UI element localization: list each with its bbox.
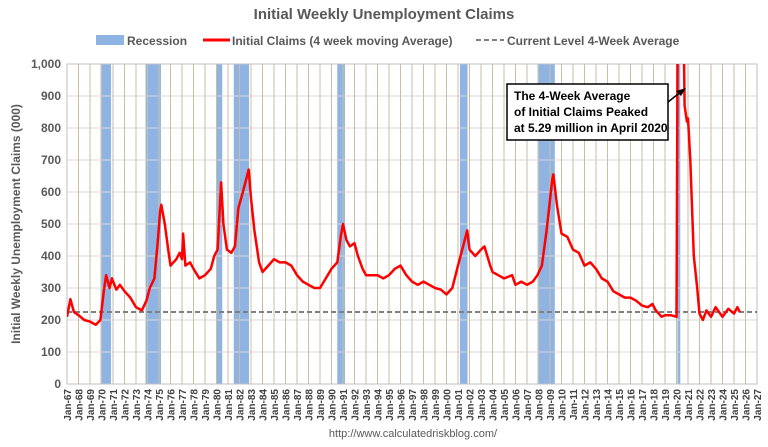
y-tick-label: 300	[41, 281, 61, 295]
y-tick-label: 900	[41, 89, 61, 103]
x-tick-label: Jan-95	[385, 389, 396, 421]
x-tick-label: Jan-96	[397, 389, 408, 421]
x-tick-label: Jan-06	[512, 389, 523, 421]
x-tick-label: Jan-11	[569, 389, 580, 421]
x-tick-label: Jan-77	[178, 389, 189, 421]
x-tick-label: Jan-07	[523, 389, 534, 421]
y-tick-label: 200	[41, 313, 61, 327]
x-tick-label: Jan-18	[650, 389, 661, 421]
x-tick-label: Jan-69	[86, 389, 97, 421]
y-tick-label: 600	[41, 185, 61, 199]
x-tick-label: Jan-88	[305, 389, 316, 421]
annotation-line-1: The 4-Week Average	[514, 89, 631, 103]
x-tick-label: Jan-83	[247, 389, 258, 421]
x-tick-label: Jan-73	[132, 389, 143, 421]
x-tick-label: Jan-74	[144, 389, 155, 421]
annotation-line-3: at 5.29 million in April 2020	[514, 121, 668, 135]
x-tick-label: Jan-21	[684, 389, 695, 421]
x-tick-label: Jan-70	[98, 389, 109, 421]
x-tick-label: Jan-87	[293, 389, 304, 421]
plot-border	[66, 63, 758, 385]
x-tick-label: Jan-75	[155, 389, 166, 421]
series-line-initial-claims	[67, 64, 741, 327]
legend-claims-label: Initial Claims (4 week moving Average)	[232, 34, 453, 48]
x-tick-label: Jan-92	[351, 389, 362, 421]
x-tick-label: Jan-79	[201, 389, 212, 421]
y-tick-label: 100	[41, 345, 61, 359]
y-axis-label: Initial Weekly Unemployment Claims (000)	[9, 104, 23, 344]
x-tick-label: Jan-80	[213, 389, 224, 421]
x-tick-label: Jan-89	[316, 389, 327, 421]
y-tick-label: 500	[41, 217, 61, 231]
y-tick-label: 800	[41, 121, 61, 135]
x-tick-label: Jan-78	[190, 389, 201, 421]
x-tick-label: Jan-10	[558, 389, 569, 421]
x-tick-label: Jan-16	[627, 389, 638, 421]
y-tick-label: 0	[54, 377, 61, 391]
x-tick-label: Jan-05	[500, 389, 511, 421]
x-tick-label: Jan-68	[75, 389, 86, 421]
y-tick-label: 700	[41, 153, 61, 167]
legend: Recession Initial Claims (4 week moving …	[96, 34, 680, 48]
x-tick-label: Jan-22	[696, 389, 707, 421]
x-tick-label: Jan-01	[454, 389, 465, 421]
x-tick-label: Jan-08	[535, 389, 546, 421]
x-tick-label: Jan-03	[477, 389, 488, 421]
x-tick-label: Jan-25	[730, 389, 741, 421]
x-tick-label: Jan-27	[753, 389, 764, 421]
x-tick-label: Jan-93	[362, 389, 373, 421]
x-tick-label: Jan-85	[270, 389, 281, 421]
annotation-line-2: of Initial Claims Peaked	[514, 105, 648, 119]
x-tick-label: Jan-81	[224, 389, 235, 421]
y-tick-label: 400	[41, 249, 61, 263]
x-tick-label: Jan-24	[719, 389, 730, 421]
x-tick-label: Jan-26	[742, 389, 753, 421]
x-tick-label: Jan-15	[615, 389, 626, 421]
x-tick-label: Jan-17	[638, 389, 649, 421]
x-tick-label: Jan-99	[431, 389, 442, 421]
x-tick-label: Jan-02	[466, 389, 477, 421]
x-tick-label: Jan-09	[546, 389, 557, 421]
x-tick-label: Jan-94	[374, 389, 385, 421]
legend-current-label: Current Level 4-Week Average	[507, 34, 680, 48]
x-tick-label: Jan-72	[121, 389, 132, 421]
legend-recession-swatch	[96, 35, 124, 45]
chart-title: Initial Weekly Unemployment Claims	[254, 6, 515, 23]
x-tick-label: Jan-13	[592, 389, 603, 421]
x-tick-label: Jan-23	[707, 389, 718, 421]
x-tick-label: Jan-14	[604, 389, 615, 421]
x-tick-label: Jan-20	[673, 389, 684, 421]
x-tick-label: Jan-84	[259, 389, 270, 421]
x-tick-label: Jan-76	[167, 389, 178, 421]
x-tick-label: Jan-67	[63, 389, 74, 421]
x-tick-label: Jan-00	[443, 389, 454, 421]
x-tick-label: Jan-90	[328, 389, 339, 421]
x-tick-label: Jan-91	[339, 389, 350, 421]
annotation: The 4-Week Average of Initial Claims Pea…	[506, 83, 686, 141]
annotation-box	[506, 83, 669, 141]
x-tick-label: Jan-97	[408, 389, 419, 421]
x-tick-label: Jan-98	[420, 389, 431, 421]
x-tick-label: Jan-82	[236, 389, 247, 421]
x-tick-label: Jan-12	[581, 389, 592, 421]
y-tick-label: 1,000	[31, 57, 61, 71]
legend-recession-label: Recession	[127, 34, 187, 48]
x-tick-label: Jan-19	[661, 389, 672, 421]
annotation-arrowhead	[676, 88, 686, 96]
source-url: http://www.calculatedriskblog.com/	[329, 428, 498, 440]
x-tick-label: Jan-71	[109, 389, 120, 421]
x-tick-label: Jan-04	[489, 389, 500, 421]
x-tick-label: Jan-86	[282, 389, 293, 421]
